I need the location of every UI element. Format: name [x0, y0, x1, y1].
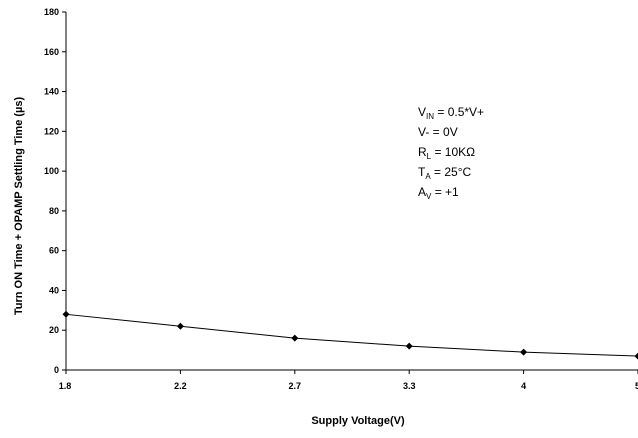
conditions-annotation: VIN = 0.5*V+ V- = 0V RL = 10KΩ TA = 25°C AV … [418, 105, 484, 201]
series-group [62, 310, 638, 360]
y-tick-label: 140 [44, 87, 59, 97]
x-tick-label: 5 [635, 381, 638, 391]
y-tick-label: 180 [44, 7, 59, 17]
annotation-line: RL = 10KΩ [418, 145, 475, 161]
y-axis-ticks: 0 20 40 60 80 100 120 140 160 180 [44, 7, 66, 375]
series-line [65, 313, 638, 357]
data-point [291, 334, 299, 342]
annotation-line: V- = 0V [418, 125, 458, 139]
x-tick-label: 2.7 [289, 381, 302, 391]
data-point [176, 322, 184, 330]
annotation-line: AV = +1 [418, 185, 459, 201]
y-tick-label: 100 [44, 166, 59, 176]
data-point [520, 348, 528, 356]
data-point [405, 342, 413, 350]
y-tick-label: 80 [49, 206, 59, 216]
x-tick-label: 2.2 [174, 381, 187, 391]
x-axis-title: Supply Voltage(V) [311, 415, 405, 427]
y-tick-label: 20 [49, 325, 59, 335]
y-tick-label: 160 [44, 47, 59, 57]
x-tick-label: 1.8 [59, 381, 72, 391]
data-point [634, 352, 638, 360]
x-tick-label: 4 [521, 381, 526, 391]
annotation-line: VIN = 0.5*V+ [418, 105, 484, 121]
annotation-line: TA = 25°C [418, 165, 472, 181]
y-tick-label: 40 [49, 285, 59, 295]
x-axis-ticks: 1.8 2.2 2.7 3.3 4 5 [59, 370, 638, 391]
y-tick-label: 60 [49, 246, 59, 256]
x-tick-label: 3.3 [403, 381, 416, 391]
data-point [62, 310, 70, 318]
y-tick-label: 120 [44, 126, 59, 136]
y-tick-label: 0 [54, 365, 59, 375]
y-axis-title: Turn ON Time + OPAMP Settling Time (µs) [13, 97, 25, 316]
